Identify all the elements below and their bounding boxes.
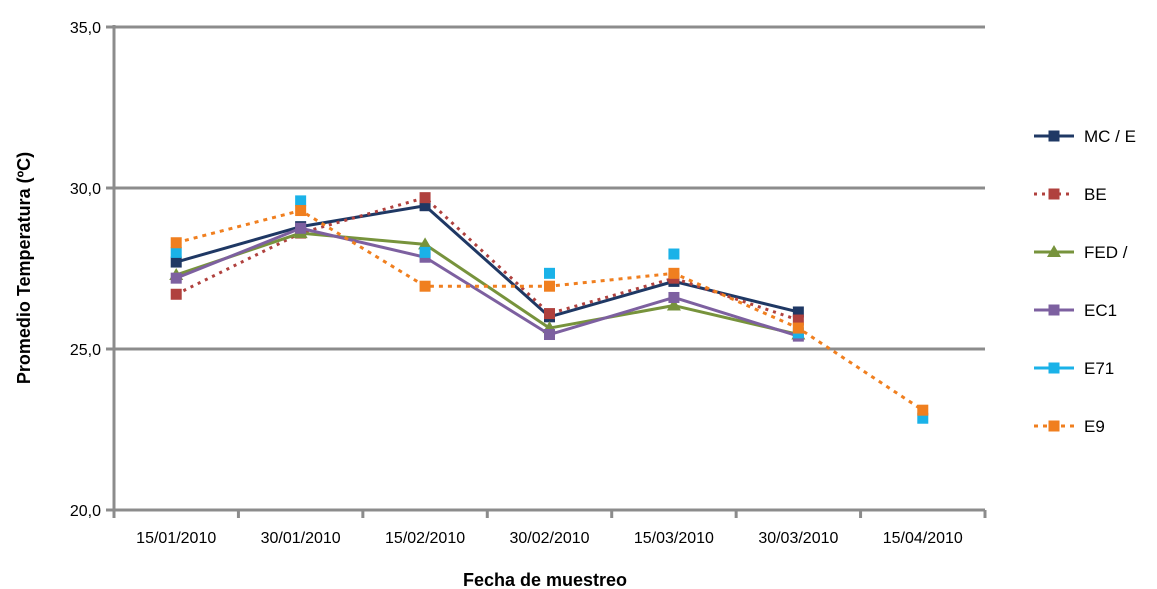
legend-swatch-marker bbox=[1048, 362, 1060, 374]
legend-swatch-marker bbox=[1048, 130, 1060, 142]
x-tick-label: 30/01/2010 bbox=[261, 530, 341, 547]
legend: MC / E BE FED / EC1 E71 E9 bbox=[1034, 127, 1136, 436]
data-point bbox=[419, 192, 431, 204]
legend-label: EC1 bbox=[1084, 301, 1117, 320]
data-point bbox=[170, 246, 182, 258]
y-tick-label: 25,0 bbox=[70, 342, 101, 359]
legend-label: E71 bbox=[1084, 359, 1114, 378]
data-point bbox=[544, 329, 555, 341]
x-tick-labels: 15/01/2010 30/01/2010 15/02/2010 30/02/2010… bbox=[136, 530, 963, 547]
data-point bbox=[668, 248, 680, 260]
y-tick-label: 30,0 bbox=[70, 181, 101, 198]
x-tick-label: 15/01/2010 bbox=[136, 530, 216, 547]
y-tick-labels: 20,0 25,0 30,0 35,0 bbox=[70, 20, 101, 520]
data-point bbox=[666, 298, 681, 311]
legend-swatch-marker bbox=[1047, 245, 1061, 257]
legend-item: MC / E bbox=[1034, 127, 1136, 146]
data-point bbox=[668, 267, 680, 279]
data-point bbox=[544, 308, 555, 320]
x-tick-label: 15/04/2010 bbox=[883, 530, 963, 547]
series-e9 bbox=[170, 205, 929, 416]
legend-label: BE bbox=[1084, 185, 1107, 204]
data-point bbox=[419, 246, 431, 258]
x-tick-label: 15/02/2010 bbox=[385, 530, 465, 547]
data-point bbox=[295, 205, 307, 217]
data-point bbox=[419, 200, 431, 212]
legend-swatch-marker bbox=[1048, 420, 1060, 432]
data-point bbox=[917, 404, 929, 416]
legend-item: FED / bbox=[1034, 243, 1128, 262]
legend-swatch-marker bbox=[1048, 188, 1060, 200]
y-axis-title: Promedio Temperatura (ºC) bbox=[14, 152, 34, 384]
series-ec1 bbox=[170, 222, 804, 342]
series-line bbox=[175, 226, 799, 338]
data-point bbox=[295, 195, 307, 207]
legend-item: E71 bbox=[1034, 359, 1114, 378]
data-point bbox=[170, 256, 182, 268]
data-point bbox=[668, 291, 680, 303]
data-point bbox=[544, 267, 555, 279]
data-point bbox=[792, 314, 804, 326]
data-point bbox=[295, 222, 307, 234]
legend-item: EC1 bbox=[1034, 301, 1117, 320]
legend-label: E9 bbox=[1084, 417, 1105, 436]
legend-item: E9 bbox=[1034, 417, 1105, 436]
series-be bbox=[170, 192, 804, 326]
legend-label: FED / bbox=[1084, 243, 1128, 262]
data-point bbox=[170, 272, 182, 284]
data-point bbox=[792, 322, 804, 334]
axes bbox=[106, 25, 987, 518]
series-line bbox=[175, 196, 799, 322]
data-point bbox=[792, 306, 804, 318]
x-tick-label: 15/03/2010 bbox=[634, 530, 714, 547]
series-line bbox=[175, 204, 799, 319]
x-tick-label: 30/03/2010 bbox=[758, 530, 838, 547]
data-point bbox=[419, 280, 431, 292]
data-point bbox=[544, 280, 555, 292]
y-tick-label: 35,0 bbox=[70, 20, 101, 37]
gridlines bbox=[114, 25, 985, 351]
y-tick-label: 20,0 bbox=[70, 503, 101, 520]
legend-label: MC / E bbox=[1084, 127, 1136, 146]
data-point bbox=[170, 288, 182, 300]
data-point bbox=[418, 237, 433, 250]
x-tick-label: 30/02/2010 bbox=[509, 530, 589, 547]
data-point bbox=[917, 412, 929, 424]
legend-swatch-marker bbox=[1048, 304, 1060, 316]
x-axis-title: Fecha de muestreo bbox=[463, 570, 627, 589]
legend-item: BE bbox=[1034, 185, 1107, 204]
data-point bbox=[170, 237, 182, 249]
series-layer bbox=[169, 192, 929, 424]
